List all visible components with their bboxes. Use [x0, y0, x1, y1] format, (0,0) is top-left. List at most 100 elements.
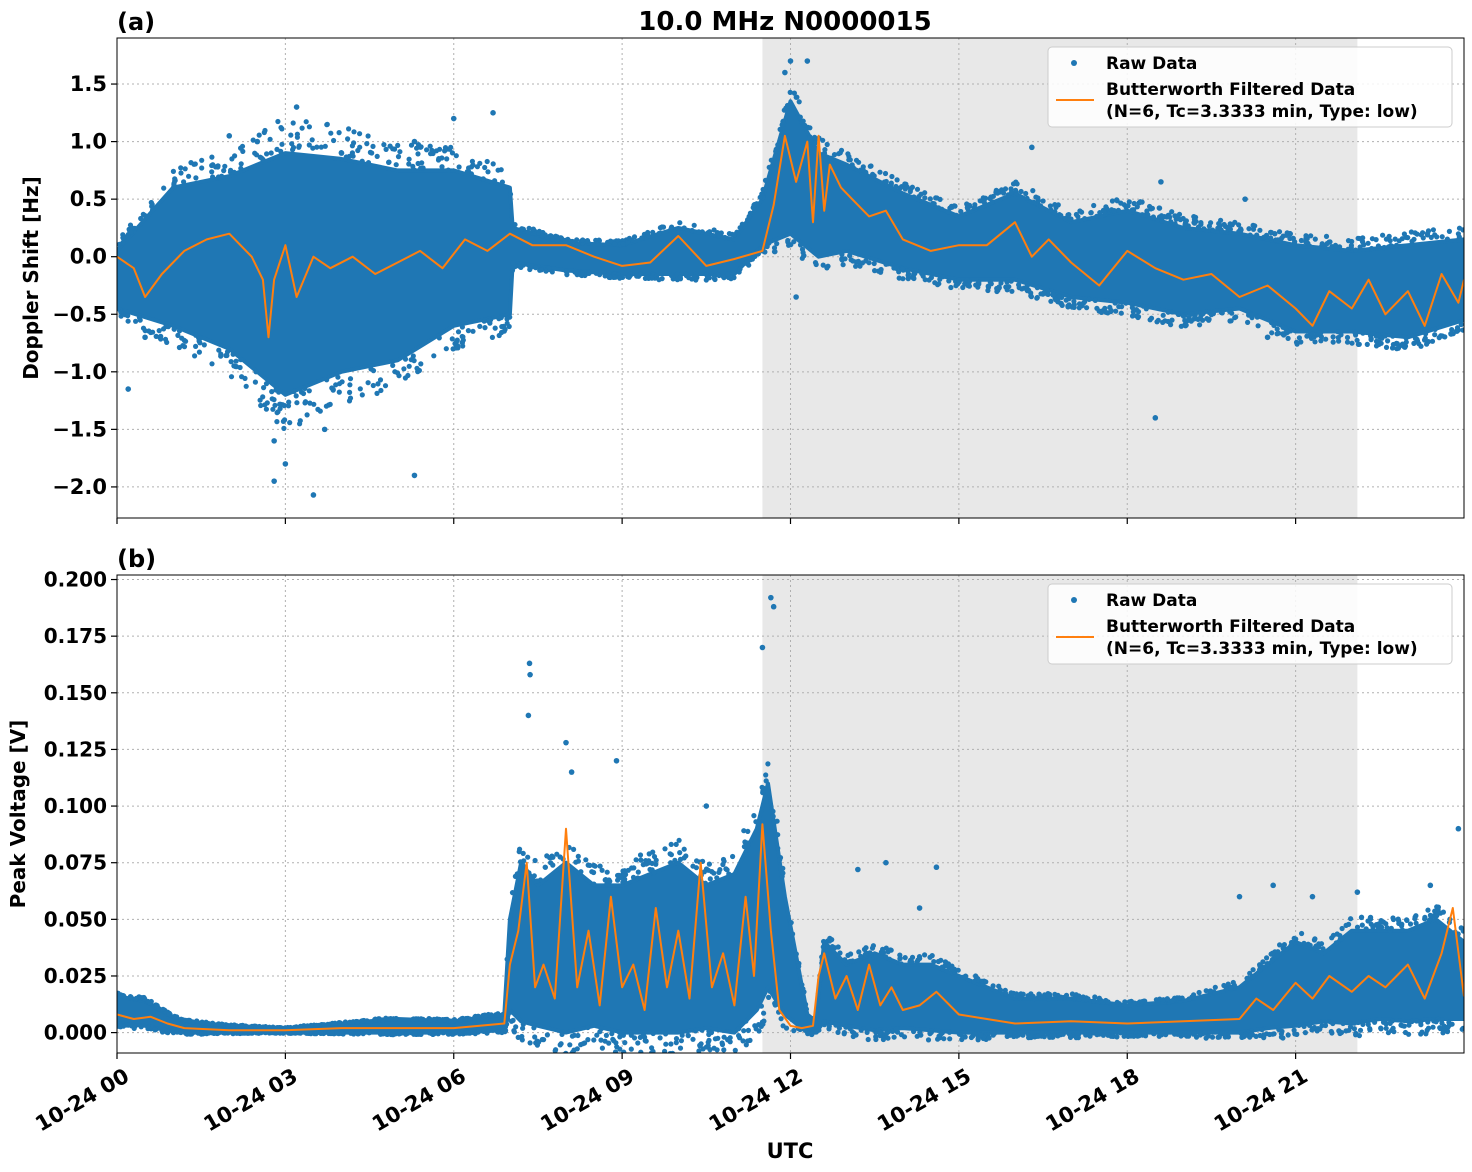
- raw-data-point: [297, 1023, 303, 1029]
- legend-label-filtered: Butterworth Filtered Data: [1106, 80, 1355, 100]
- raw-data-point: [1389, 345, 1396, 351]
- raw-data-point: [253, 369, 259, 375]
- raw-data-point: [517, 264, 523, 270]
- raw-data-point: [770, 808, 776, 815]
- raw-data-point: [985, 283, 991, 289]
- raw-data-point: [263, 381, 270, 387]
- raw-data-point: [304, 412, 310, 418]
- raw-data-point: [1285, 335, 1291, 341]
- raw-data-point: [945, 961, 952, 967]
- raw-data-point: [549, 269, 555, 275]
- raw-data-point: [1449, 327, 1455, 333]
- raw-data-point: [1183, 322, 1189, 328]
- legend-marker-raw: [1071, 597, 1077, 603]
- raw-data-point: [905, 272, 911, 278]
- raw-data-point: [243, 383, 249, 389]
- raw-data-point: [1276, 229, 1283, 235]
- raw-data-point: [856, 949, 862, 955]
- raw-data-point: [1238, 227, 1244, 233]
- raw-data-point: [1424, 341, 1430, 347]
- raw-data-point: [833, 1022, 839, 1028]
- raw-data-point: [1151, 215, 1157, 221]
- raw-data-point: [306, 388, 312, 394]
- raw-data-point: [118, 309, 124, 315]
- raw-data-point: [1309, 893, 1316, 900]
- raw-data-point: [1212, 984, 1218, 990]
- raw-data-point: [620, 241, 627, 247]
- raw-data-point: [790, 931, 796, 937]
- raw-data-point: [567, 1042, 573, 1048]
- raw-data-point: [591, 1037, 597, 1043]
- raw-data-point: [1411, 340, 1417, 346]
- raw-data-point: [1019, 286, 1025, 292]
- raw-data-point: [1115, 207, 1121, 213]
- raw-data-point: [1335, 329, 1341, 335]
- raw-data-point: [681, 225, 687, 231]
- raw-data-point: [117, 241, 122, 247]
- raw-data-point: [161, 185, 167, 191]
- raw-data-point: [996, 983, 1002, 989]
- raw-data-point: [686, 275, 692, 281]
- raw-data-point: [527, 671, 533, 678]
- raw-data-point: [1125, 203, 1131, 209]
- raw-data-point: [306, 142, 312, 148]
- raw-data-point: [402, 375, 408, 381]
- raw-data-point: [1312, 936, 1318, 942]
- raw-data-point: [229, 156, 235, 162]
- raw-data-point: [1191, 1030, 1197, 1036]
- y-tick-label: −0.5: [52, 302, 107, 326]
- raw-data-point: [1246, 226, 1252, 232]
- raw-data-point: [1184, 1033, 1190, 1039]
- raw-data-point: [1227, 224, 1233, 230]
- raw-data-point: [1207, 988, 1213, 994]
- raw-data-point: [445, 167, 451, 173]
- raw-data-point: [996, 284, 1002, 290]
- raw-data-point: [569, 1033, 576, 1039]
- raw-data-point: [1030, 188, 1036, 194]
- raw-data-point: [909, 184, 916, 190]
- raw-data-point: [117, 990, 120, 997]
- raw-data-point: [447, 146, 453, 152]
- raw-data-point: [1269, 950, 1276, 956]
- raw-data-point: [803, 1001, 809, 1008]
- raw-data-point: [1003, 991, 1009, 997]
- raw-data-point: [685, 1033, 691, 1039]
- raw-data-point: [197, 340, 203, 346]
- raw-data-point: [1009, 992, 1015, 998]
- raw-data-envelope: [117, 781, 1464, 1035]
- raw-data-point: [1206, 223, 1212, 229]
- raw-data-point: [1367, 1027, 1373, 1033]
- raw-data-point: [377, 377, 384, 383]
- raw-data-point: [1393, 242, 1400, 248]
- raw-data-point: [1210, 311, 1216, 317]
- raw-data-point: [1406, 1022, 1412, 1028]
- plot-area: [117, 58, 1464, 498]
- raw-data-point: [1101, 209, 1107, 215]
- raw-data-point: [216, 347, 222, 353]
- raw-data-point: [1195, 224, 1202, 230]
- raw-data-point: [1128, 1033, 1134, 1039]
- raw-data-point: [883, 178, 889, 185]
- raw-data-point: [230, 1022, 236, 1029]
- raw-data-point: [1388, 243, 1394, 249]
- raw-data-point: [499, 179, 505, 185]
- raw-data-point: [847, 1026, 853, 1032]
- raw-data-point: [536, 1039, 542, 1045]
- raw-data-point: [338, 150, 345, 156]
- raw-data-point: [1052, 991, 1058, 998]
- raw-data-point: [936, 1033, 942, 1039]
- y-tick-label: 0.150: [44, 681, 107, 705]
- raw-data-point: [1421, 337, 1428, 343]
- raw-data-point: [780, 870, 786, 876]
- raw-data-point: [465, 1030, 471, 1036]
- raw-data-point: [1380, 232, 1386, 238]
- raw-data-point: [133, 995, 139, 1002]
- raw-data-point: [845, 151, 851, 157]
- raw-data-point: [1455, 825, 1462, 832]
- raw-data-point: [543, 268, 549, 274]
- raw-data-point: [801, 253, 807, 259]
- raw-data-point: [274, 410, 280, 416]
- raw-data-point: [821, 1019, 827, 1025]
- raw-data-point: [828, 155, 834, 161]
- raw-data-point: [181, 179, 187, 185]
